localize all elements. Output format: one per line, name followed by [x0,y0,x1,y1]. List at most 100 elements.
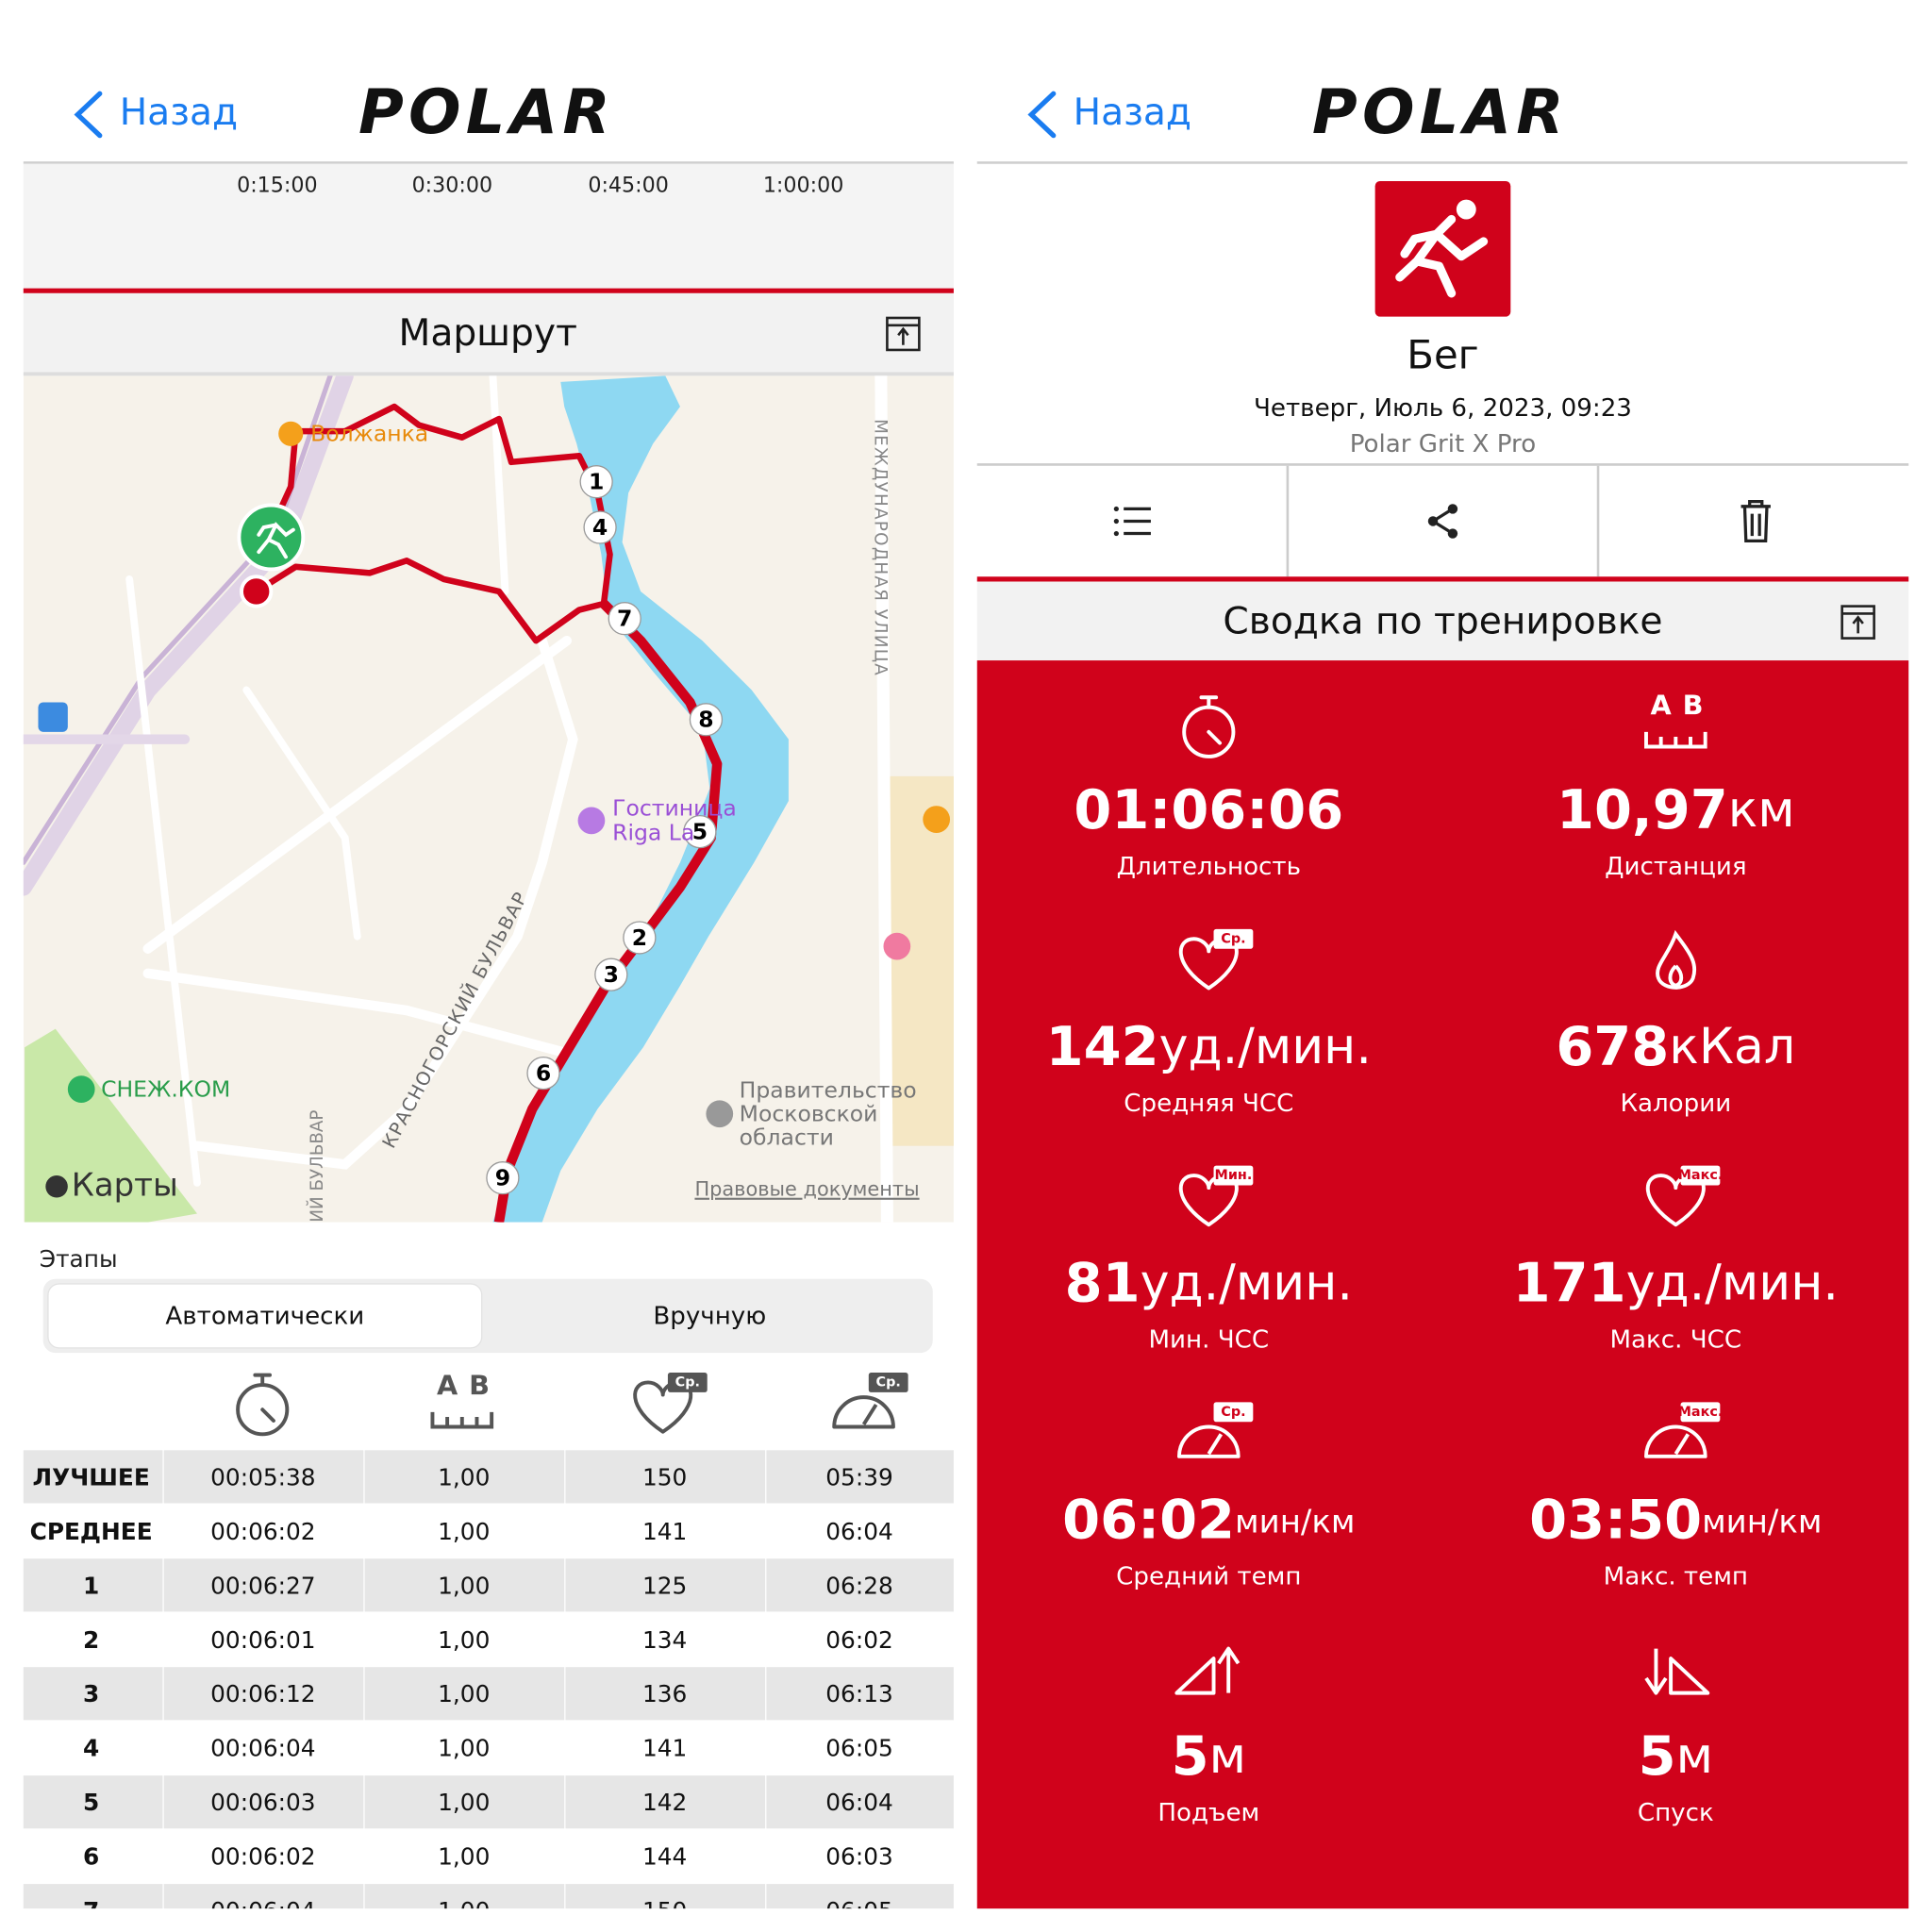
section-header [976,581,1909,661]
poi-label: СНЕЖ.КОМ [101,1075,230,1102]
poi-label: Правительство [740,1077,917,1104]
poi-label: Московской [740,1101,878,1127]
table-cell [364,1884,565,1909]
nav-back[interactable]: Назад [1027,91,1191,139]
table-cell [565,1667,766,1721]
lap-marker [683,815,717,849]
export-frame [1840,605,1875,640]
lap-marker [526,1056,560,1091]
table-value: 1,00 [438,1897,490,1924]
stat-label: Подъем [1158,1799,1259,1827]
icon-part [1447,504,1458,514]
tab-label: Вручную [653,1303,766,1331]
row-label: 6 [83,1843,99,1871]
table-cell [23,1829,163,1883]
row-label: 7 [83,1897,99,1924]
poi-icon [577,807,606,835]
badge-text: Ср. [876,1374,901,1390]
back-label: Назад [1074,92,1191,134]
road [489,375,509,595]
stat-unit: уд./мин. [1159,1019,1372,1075]
timeline-tick: 0:45:00 [588,174,669,198]
section-title: Маршрут [399,312,577,355]
tab[interactable]: Вручную [653,1303,766,1331]
stat-icon: Макс. [1645,1165,1724,1227]
column-icon [236,1373,290,1437]
badge-text: B [469,1370,490,1402]
icon-part [1447,528,1458,539]
lap-marker-label: 8 [698,707,713,733]
stat-unit: м [1676,1728,1713,1785]
stat-label: Макс. темп [1604,1562,1748,1591]
stat-value: 5м [1639,1724,1713,1788]
icon-part [1740,499,1771,543]
stat-number: 5 [1172,1724,1209,1788]
poi-icon [278,421,304,446]
lap-marker-label: 7 [617,605,632,631]
stat-icon: Макс. [1644,1402,1723,1458]
table-cell [364,1558,565,1612]
legal-link[interactable]: Правовые документы [694,1178,919,1201]
icon-part [1656,929,1697,990]
logo-text: POLAR [358,76,615,148]
lap-marker [594,958,628,991]
badge-text: Макс. [1678,1168,1724,1183]
export-button[interactable] [886,316,921,352]
stat-label: Средний темп [1116,1562,1301,1591]
lap-marker [486,1161,520,1195]
share-button[interactable] [1427,504,1458,539]
table-value: 150 [642,1897,687,1924]
table-cell [766,1612,954,1666]
route [493,600,723,1223]
table-value: 00:05:38 [210,1463,315,1491]
section-title: Сводка по тренировке [1223,600,1662,642]
list-button[interactable] [1113,506,1151,537]
session-date: Четверг, Июль 6, 2023, 09:23 [1254,394,1632,423]
row-label: 3 [83,1680,99,1707]
apple-logo [45,1175,68,1198]
badge-text: A [1651,690,1673,722]
icon-part [1113,518,1119,525]
table-cell [364,1667,565,1721]
table-value: 1,00 [438,1463,490,1491]
sport-name: Бег [1407,331,1478,377]
table-value: 05:39 [825,1463,892,1491]
row-label: 4 [83,1735,99,1762]
stat-number: 5 [1639,1724,1676,1788]
table-cell [766,1829,954,1883]
table-value: 00:06:02 [210,1518,315,1545]
stat-label: Дистанция [1605,853,1746,881]
stat-icon [1182,695,1236,758]
table-value: 1,00 [438,1626,490,1654]
back-label: Назад [120,92,238,134]
table-cell [565,1721,766,1774]
table-cell [565,1558,766,1612]
stat-number: 06:02 [1062,1488,1235,1551]
poi-icon [923,806,951,833]
table-cell [23,1721,163,1774]
timeline-tick: 0:15:00 [237,174,318,198]
timeline-tick: 0:30:00 [412,174,493,198]
export-button[interactable] [1840,605,1875,640]
nav-back[interactable]: Назад [74,91,238,139]
stat-unit: кКал [1669,1019,1795,1075]
badge [1213,1402,1254,1423]
table-value: 00:06:27 [210,1572,315,1599]
badge-text: Ср. [675,1374,700,1390]
table-cell [364,1775,565,1829]
icon-part [253,1373,275,1423]
badge-text: Мин. [1215,1168,1253,1183]
table-value: 06:05 [825,1897,892,1924]
poi-label: Волжанка [310,421,428,447]
lap-marker-label: 4 [592,514,608,541]
table-cell [766,1775,954,1829]
tab[interactable]: Автоматически [47,1283,483,1349]
table-value: 134 [642,1626,687,1654]
back-chevron [74,91,103,139]
lap-marker-label: 3 [604,961,619,988]
delete-button[interactable] [1740,499,1771,543]
logo: POLAR [1312,76,1564,148]
tab-active-bg [47,1283,483,1349]
poi-icon [883,932,911,960]
